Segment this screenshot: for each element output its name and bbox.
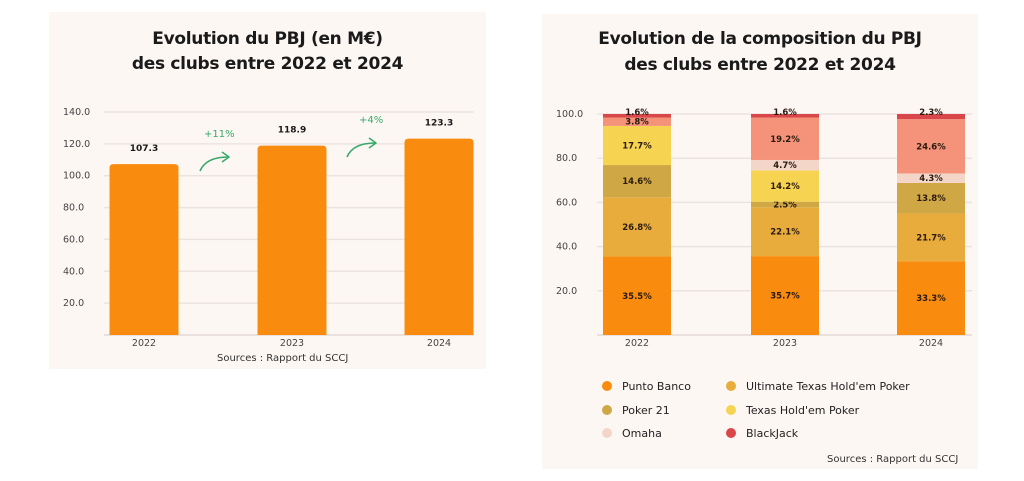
segment-value-label: 33.3% xyxy=(916,294,946,304)
left-chart-source: Sources : Rapport du SCCJ xyxy=(217,353,349,364)
segment-value-label: 19.2% xyxy=(770,135,800,145)
legend-item-omaha: Omaha xyxy=(602,427,662,440)
legend-label: Omaha xyxy=(622,427,662,440)
stack-segment-2023 xyxy=(751,114,819,118)
pbj-composition-panel: Evolution de la composition du PBJ des c… xyxy=(542,14,978,469)
y-tick-label: 140.0 xyxy=(63,107,90,118)
legend-item-poker-21: Poker 21 xyxy=(602,404,670,417)
bar-value-label: 118.9 xyxy=(278,126,306,136)
growth-arrowhead-icon xyxy=(368,137,377,149)
x-tick-label: 2023 xyxy=(773,338,797,349)
bar-2024 xyxy=(404,138,474,335)
y-tick-label: 100.0 xyxy=(556,109,583,120)
legend-item-ultimate-texas: Ultimate Texas Hold'em Poker xyxy=(726,380,910,393)
legend-label: Texas Hold'em Poker xyxy=(746,404,860,417)
bar-value-label: 123.3 xyxy=(425,119,453,129)
legend-dot-icon xyxy=(602,381,612,391)
legend-label: Poker 21 xyxy=(622,404,670,417)
y-tick-label: 20.0 xyxy=(556,286,577,297)
stack-segment-2022 xyxy=(603,256,671,335)
legend-dot-icon xyxy=(726,405,736,415)
stack-segment-2024 xyxy=(897,213,965,262)
pbj-evolution-panel: Evolution du PBJ (en M€) des clubs entre… xyxy=(49,12,486,369)
bar-2022 xyxy=(109,164,179,335)
y-tick-label: 100.0 xyxy=(63,171,90,182)
x-tick-label: 2022 xyxy=(132,338,156,349)
stack-segment-2022 xyxy=(603,114,671,118)
legend-dot-icon xyxy=(602,428,612,438)
y-tick-label: 40.0 xyxy=(63,266,84,277)
x-tick-label: 2022 xyxy=(625,338,649,349)
segment-value-label: 22.1% xyxy=(770,228,800,238)
segment-value-label: 35.5% xyxy=(622,292,652,302)
growth-arrow-icon xyxy=(199,156,229,172)
stack-segment-2023 xyxy=(751,170,819,202)
segment-value-label: 2.3% xyxy=(919,108,943,118)
y-tick-label: 40.0 xyxy=(556,242,577,253)
stack-segment-2022 xyxy=(603,117,671,126)
segment-value-label: 24.6% xyxy=(916,142,946,152)
y-tick-label: 80.0 xyxy=(556,153,577,164)
segment-value-label: 21.7% xyxy=(916,233,946,243)
stack-segment-2022 xyxy=(603,197,671,257)
legend-dot-icon xyxy=(602,405,612,415)
left-chart-subtitle: des clubs entre 2022 et 2024 xyxy=(131,54,404,74)
segment-value-label: 1.6% xyxy=(625,108,649,118)
segment-value-label: 14.2% xyxy=(770,182,800,192)
right-chart-title: Evolution de la composition du PBJ xyxy=(598,29,922,49)
stack-segment-2022 xyxy=(603,165,671,198)
legend-dot-icon xyxy=(726,428,736,438)
segment-value-label: 3.8% xyxy=(625,118,649,128)
x-tick-label: 2024 xyxy=(427,338,451,349)
segment-value-label: 4.3% xyxy=(919,174,943,184)
stack-segment-2024 xyxy=(897,182,965,214)
legend-item-punto-banco: Punto Banco xyxy=(602,380,691,393)
y-tick-label: 60.0 xyxy=(556,197,577,208)
left-chart-title: Evolution du PBJ (en M€) xyxy=(152,29,383,49)
y-tick-label: 20.0 xyxy=(63,298,84,309)
stack-segment-2023 xyxy=(751,207,819,257)
legend-item-blackjack: BlackJack xyxy=(726,427,798,440)
stack-segment-2024 xyxy=(897,261,965,335)
growth-arrowhead-icon xyxy=(221,151,230,163)
stack-segment-2024 xyxy=(897,119,965,174)
segment-value-label: 17.7% xyxy=(622,141,652,151)
stack-segment-2023 xyxy=(751,256,819,335)
segment-value-label: 2.5% xyxy=(773,200,797,210)
bar-2023 xyxy=(257,145,327,335)
bar-value-label: 107.3 xyxy=(130,144,158,154)
stack-segment-2023 xyxy=(751,159,819,171)
y-tick-label: 120.0 xyxy=(63,139,90,150)
left-bar-chart: 20.0 40.0 60.0 80.0 100.0 120.0 140.0 107.3 2022… xyxy=(63,107,474,349)
right-stacked-bar-chart: 20.0 40.0 60.0 80.0 100.0 35.5% 26.8% 14.6% 17.7… xyxy=(556,108,972,349)
y-tick-label: 60.0 xyxy=(63,234,84,245)
segment-value-label: 26.8% xyxy=(622,223,652,233)
growth-label: +11% xyxy=(204,129,235,140)
stack-segment-2023 xyxy=(751,201,819,208)
right-chart-source: Sources : Rapport du SCCJ xyxy=(827,454,959,465)
legend-label: Punto Banco xyxy=(622,380,691,393)
legend-label: BlackJack xyxy=(746,427,799,440)
x-tick-label: 2024 xyxy=(919,338,943,349)
x-tick-label: 2023 xyxy=(280,338,304,349)
right-chart-subtitle: des clubs entre 2022 et 2024 xyxy=(624,55,896,75)
stack-segment-2024 xyxy=(897,173,965,183)
stack-segment-2023 xyxy=(751,117,819,160)
segment-value-label: 13.8% xyxy=(916,194,946,204)
stack-segment-2024 xyxy=(897,114,965,120)
legend-dot-icon xyxy=(726,381,736,391)
growth-label: +4% xyxy=(359,115,383,126)
growth-arrow-icon xyxy=(346,142,376,158)
y-tick-label: 80.0 xyxy=(63,203,84,214)
segment-value-label: 1.6% xyxy=(773,108,797,118)
segment-value-label: 35.7% xyxy=(770,292,800,302)
segment-value-label: 14.6% xyxy=(622,177,652,187)
legend-label: Ultimate Texas Hold'em Poker xyxy=(746,380,910,393)
stack-segment-2022 xyxy=(603,125,671,166)
legend-item-texas-holdem: Texas Hold'em Poker xyxy=(726,404,859,417)
segment-value-label: 4.7% xyxy=(773,161,797,171)
